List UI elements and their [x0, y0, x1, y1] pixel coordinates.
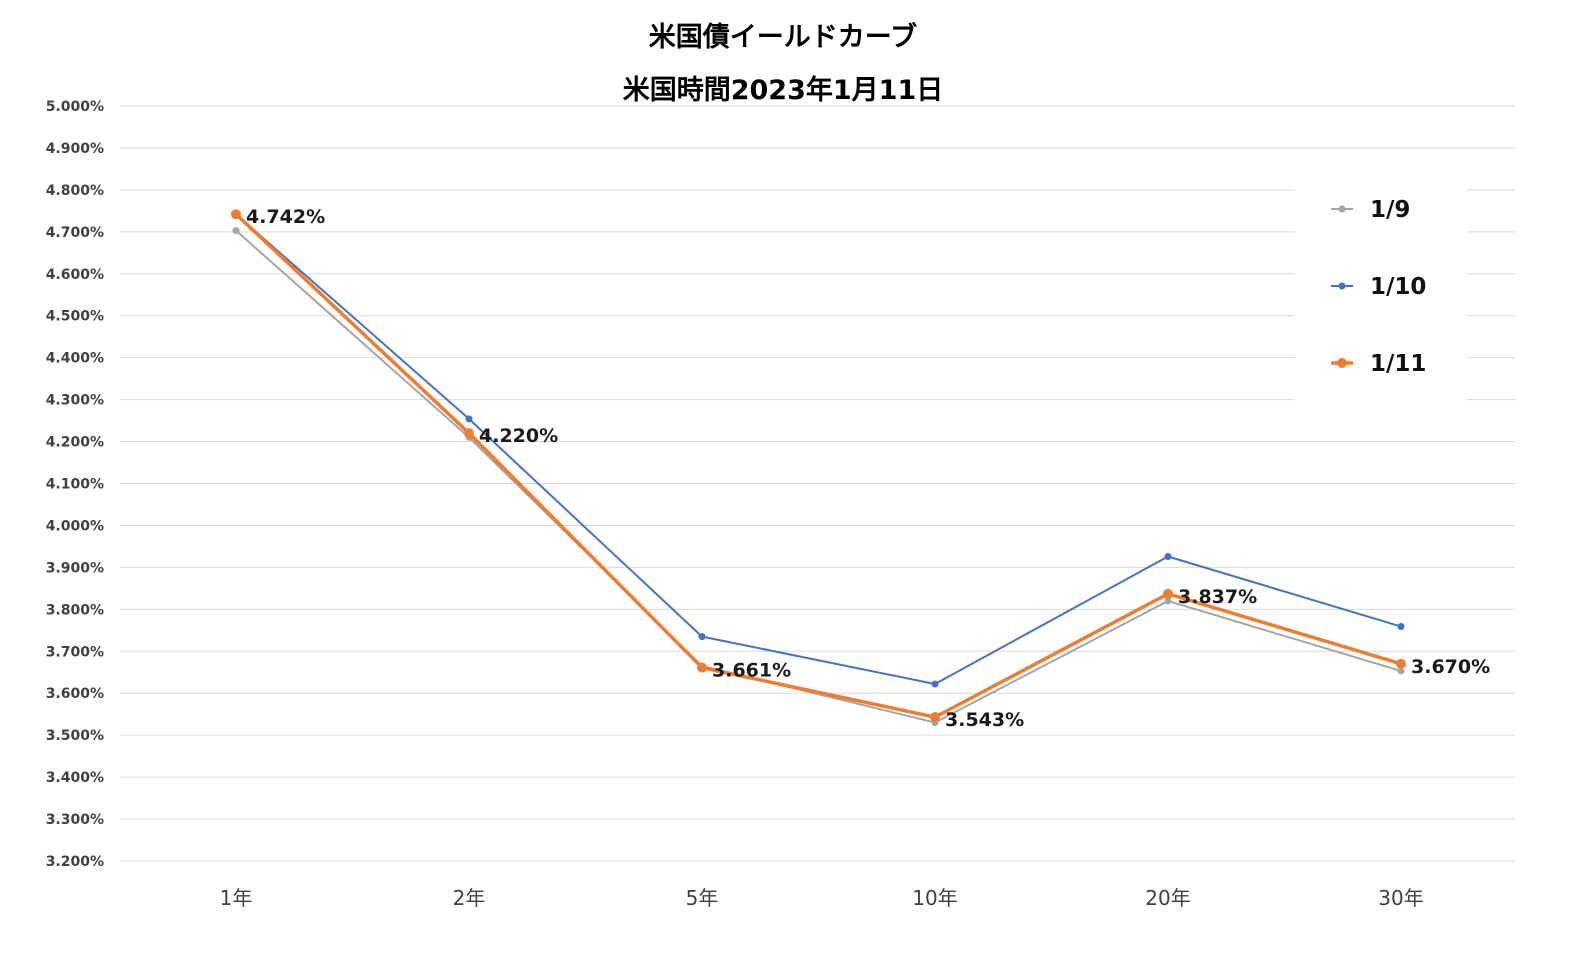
data-point	[1164, 597, 1172, 605]
data-point	[1164, 552, 1172, 560]
data-point	[698, 633, 706, 641]
data-label: 3.543%	[945, 709, 1024, 731]
legend-item: 1/10	[1331, 274, 1426, 300]
data-label: 3.670%	[1411, 656, 1490, 678]
data-point	[232, 227, 240, 235]
series-line	[235, 229, 1402, 724]
data-point	[464, 428, 474, 439]
series-line	[235, 213, 1402, 685]
y-tick-label: 4.500%	[46, 309, 104, 325]
y-tick-label: 4.800%	[46, 183, 104, 199]
legend-label: 1/11	[1370, 351, 1426, 377]
legend-label: 1/10	[1370, 274, 1426, 300]
data-label: 3.837%	[1178, 586, 1257, 608]
gridlines	[120, 105, 1515, 862]
legend-item: 1/11	[1331, 351, 1426, 377]
chart-title: 米国債イールドカーブ	[649, 21, 917, 53]
legend-item: 1/9	[1331, 197, 1410, 223]
legend: 1/9 1/10 1/11	[1295, 183, 1467, 405]
y-tick-label: 4.600%	[46, 267, 104, 283]
y-tick-label: 4.400%	[46, 351, 104, 367]
data-point	[231, 209, 241, 220]
x-tick-label: 5年	[686, 886, 719, 910]
data-point	[1396, 658, 1406, 669]
data-point	[465, 415, 473, 423]
y-tick-label: 3.500%	[46, 728, 104, 744]
data-label: 3.661%	[712, 660, 791, 682]
y-tick-label: 3.200%	[46, 854, 104, 870]
y-tick-label: 4.300%	[46, 393, 104, 409]
y-tick-label: 3.800%	[46, 602, 104, 618]
y-tick-label: 4.000%	[46, 518, 104, 534]
series-lines	[231, 209, 1406, 727]
legend-box	[1295, 183, 1467, 405]
legend-marker	[1338, 205, 1346, 213]
data-labels: 4.742% 4.220% 3.661% 3.543% 3.837% 3.670%	[246, 206, 1490, 731]
y-tick-label: 3.900%	[46, 560, 104, 576]
y-tick-label: 3.300%	[46, 812, 104, 828]
x-axis-ticks: 1年 2年 5年 10年 20年 30年	[220, 886, 1424, 910]
y-tick-label: 4.200%	[46, 435, 104, 451]
y-tick-label: 5.000%	[46, 99, 104, 115]
x-tick-label: 30年	[1378, 886, 1423, 910]
legend-marker	[1338, 282, 1346, 290]
data-point	[1397, 623, 1405, 631]
x-tick-label: 1年	[220, 886, 253, 910]
legend-marker	[1337, 358, 1347, 368]
data-point	[1163, 588, 1173, 599]
y-tick-label: 4.700%	[46, 225, 104, 241]
y-tick-label: 4.100%	[46, 477, 104, 493]
data-label: 4.220%	[479, 425, 558, 447]
data-point	[1397, 667, 1405, 675]
series	[231, 209, 1406, 723]
y-tick-label: 3.600%	[46, 686, 104, 702]
data-point	[697, 662, 707, 673]
y-tick-label: 3.400%	[46, 770, 104, 786]
series-line	[234, 212, 1402, 719]
data-label: 4.742%	[246, 206, 325, 228]
data-point	[930, 712, 940, 723]
x-tick-label: 10年	[912, 886, 957, 910]
x-tick-label: 2年	[453, 886, 486, 910]
legend-label: 1/9	[1370, 197, 1410, 223]
y-tick-label: 4.900%	[46, 141, 104, 157]
y-axis-ticks: 3.200% 3.300% 3.400% 3.500% 3.600% 3.700% 3.80…	[46, 99, 104, 870]
y-tick-label: 3.700%	[46, 644, 104, 660]
data-point	[931, 680, 939, 688]
series	[232, 210, 1405, 688]
chart-subtitle: 米国時間2023年1月11日	[623, 74, 944, 106]
x-tick-label: 20年	[1145, 886, 1190, 910]
